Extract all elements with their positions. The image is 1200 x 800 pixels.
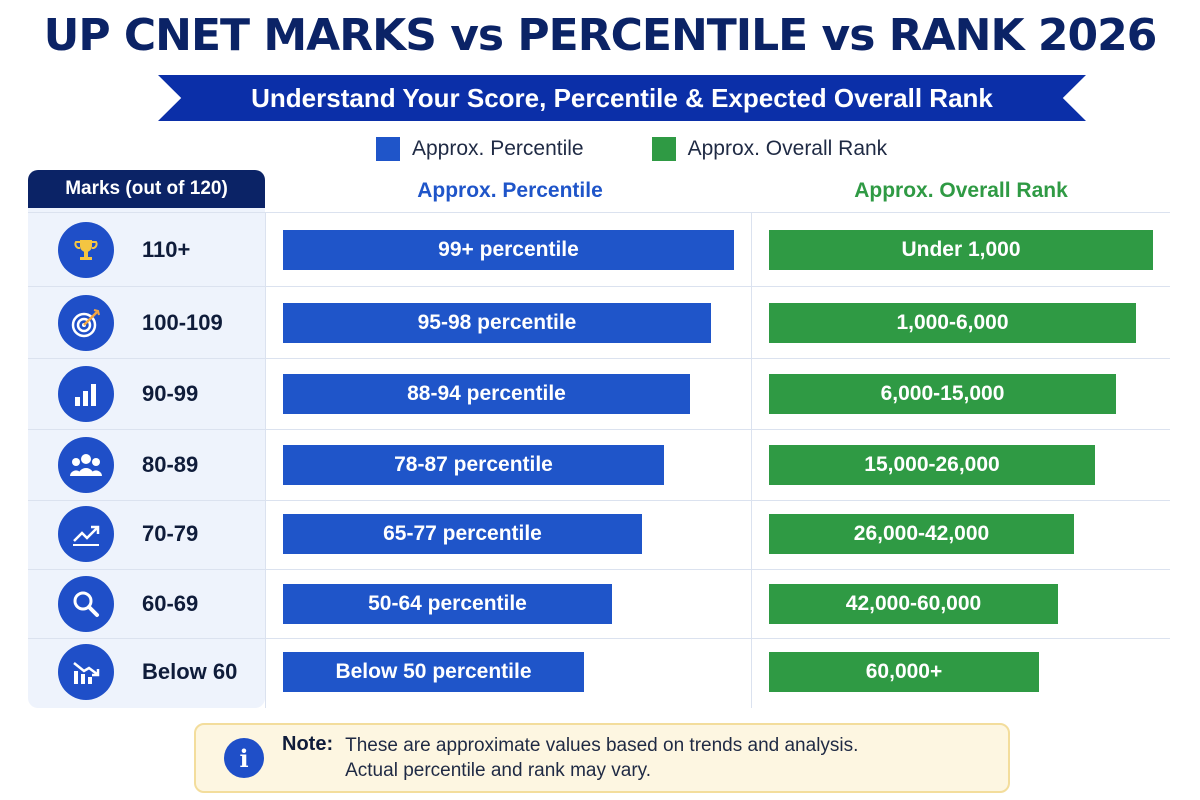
row-divider (28, 286, 1170, 287)
trend-down-icon (58, 644, 114, 700)
row-marks-label: Below 60 (142, 659, 238, 684)
trophy-icon (58, 222, 114, 278)
note-body: These are approximate values based on tr… (345, 733, 858, 783)
percentile-bar: Below 50 percentile (283, 652, 584, 692)
marks-header: Marks (out of 120) (28, 170, 265, 208)
percentile-bar: 78-87 percentile (283, 445, 664, 485)
subtitle-text: Understand Your Score, Percentile & Expe… (251, 82, 993, 113)
percentile-bar: 95-98 percentile (283, 303, 711, 343)
row-marks-label: 60-69 (142, 591, 199, 616)
note-box: i Note: These are approximate values bas… (194, 723, 1010, 793)
rank-bar: Under 1,000 (769, 230, 1153, 270)
rank-bar: 6,000-15,000 (769, 374, 1116, 414)
trend-up-icon (58, 506, 114, 562)
row-divider (28, 429, 1170, 430)
magnifier-icon (58, 576, 114, 632)
note-label: Note: (282, 733, 334, 755)
rank-bar: 15,000-26,000 (769, 445, 1095, 485)
column-divider-right (751, 213, 752, 708)
bar-chart-icon (58, 366, 114, 422)
rank-bar: 42,000-60,000 (769, 584, 1058, 624)
percentile-bar: 99+ percentile (283, 230, 734, 270)
legend-label-percentile: Approx. Percentile (412, 137, 584, 160)
legend-label-rank: Approx. Overall Rank (687, 137, 888, 160)
group-icon (58, 437, 114, 493)
marks-header-label: Marks (out of 120) (65, 178, 228, 199)
row-marks-label: 80-89 (142, 452, 199, 477)
row-marks-label: 90-99 (142, 381, 199, 406)
percentile-header: Approx. Percentile (417, 179, 603, 202)
row-marks-label: 100-109 (142, 310, 223, 335)
header-divider (28, 212, 1170, 213)
page-title: UP CNET MARKS vs PERCENTILE vs RANK 2026 (43, 10, 1158, 61)
legend-swatch-percentile (376, 137, 400, 161)
info-icon: i (224, 738, 264, 778)
percentile-bar: 50-64 percentile (283, 584, 612, 624)
legend-item-percentile: Approx. Percentile (376, 137, 584, 161)
row-divider (28, 569, 1170, 570)
rank-bar: 1,000-6,000 (769, 303, 1136, 343)
percentile-bar: 65-77 percentile (283, 514, 642, 554)
legend: Approx. Percentile Approx. Overall Rank (376, 137, 955, 161)
note-line-2: Actual percentile and rank may vary. (345, 760, 652, 781)
target-icon (58, 295, 114, 351)
column-divider-left (265, 213, 266, 708)
rank-bar: 60,000+ (769, 652, 1039, 692)
legend-item-rank: Approx. Overall Rank (651, 137, 888, 161)
row-divider (28, 358, 1170, 359)
legend-swatch-rank (651, 137, 676, 161)
row-marks-label: 70-79 (142, 521, 199, 546)
row-divider (28, 638, 1170, 639)
rank-header: Approx. Overall Rank (854, 179, 1068, 202)
rank-bar: 26,000-42,000 (769, 514, 1074, 554)
row-marks-label: 110+ (142, 237, 191, 262)
row-divider (28, 500, 1170, 501)
percentile-bar: 88-94 percentile (283, 374, 690, 414)
note-line-1: These are approximate values based on tr… (345, 735, 859, 756)
subtitle-banner: Understand Your Score, Percentile & Expe… (158, 75, 1086, 121)
